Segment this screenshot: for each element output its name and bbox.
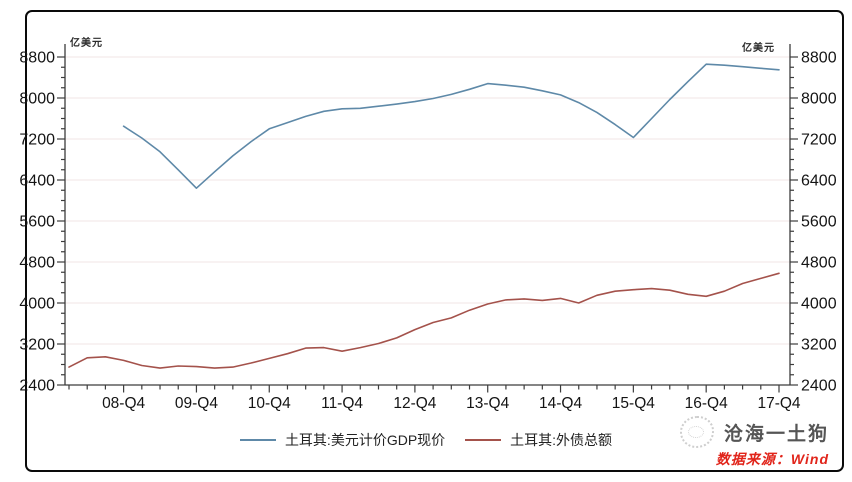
y-tick-label-right: 4000 xyxy=(801,296,837,313)
y-tick-label-left: 3200 xyxy=(19,337,55,354)
y-tick-label-left: 5600 xyxy=(19,214,55,231)
chart-legend: 土耳其:美元计价GDP现价 土耳其:外债总额 xyxy=(60,429,792,451)
y-tick-label-right: 4800 xyxy=(801,255,837,272)
x-tick-label: 12-Q4 xyxy=(393,395,436,412)
y-tick-label-right: 8000 xyxy=(801,91,837,108)
brand-name: 沧海一土狗 xyxy=(723,423,829,445)
y-tick-label-left: 8000 xyxy=(19,91,55,108)
x-tick-label: 17-Q4 xyxy=(757,395,800,412)
brand-row: 沧海一土狗 xyxy=(679,416,829,448)
y-tick-label-left: 7200 xyxy=(19,132,55,149)
legend-label-debt: 土耳其:外债总额 xyxy=(510,432,613,448)
watermark: 沧海一土狗 数据来源：Wind xyxy=(679,416,829,469)
x-tick-label: 13-Q4 xyxy=(466,395,509,412)
y-axis-unit-left: 亿美元 xyxy=(70,38,103,49)
data-source-credit: 数据来源：Wind xyxy=(715,451,829,467)
y-tick-label-right: 3200 xyxy=(801,337,837,354)
x-tick-label: 14-Q4 xyxy=(539,395,582,412)
y-tick-label-right: 7200 xyxy=(801,132,837,149)
y-tick-label-right: 5600 xyxy=(801,214,837,231)
x-tick-label: 16-Q4 xyxy=(685,395,728,412)
legend-item-debt: 土耳其:外债总额 xyxy=(465,430,612,450)
x-tick-label: 09-Q4 xyxy=(175,395,218,412)
x-tick-label: 10-Q4 xyxy=(248,395,291,412)
x-tick-label: 08-Q4 xyxy=(102,395,145,412)
y-tick-label-right: 8800 xyxy=(801,50,837,67)
y-tick-label-left: 4000 xyxy=(19,296,55,313)
debt-line-swatch-icon xyxy=(465,439,502,441)
gdp-line-swatch-icon xyxy=(239,439,276,441)
y-tick-label-left: 4800 xyxy=(19,255,55,272)
y-tick-label-left: 2400 xyxy=(19,378,55,395)
y-axis-unit-right: 亿美元 xyxy=(742,43,775,54)
legend-label-gdp: 土耳其:美元计价GDP现价 xyxy=(284,432,446,448)
brand-logo-icon xyxy=(679,416,714,448)
gdp-line-series xyxy=(122,63,780,189)
chart-frame-border xyxy=(25,10,844,472)
x-tick-label: 15-Q4 xyxy=(612,395,655,412)
y-tick-label-right: 2400 xyxy=(801,378,837,395)
x-tick-label: 11-Q4 xyxy=(321,395,363,412)
debt-line-series xyxy=(68,272,780,369)
y-tick-label-left: 6400 xyxy=(19,173,55,190)
y-tick-label-right: 6400 xyxy=(801,173,837,190)
legend-item-gdp: 土耳其:美元计价GDP现价 xyxy=(239,430,446,450)
y-tick-label-left: 8800 xyxy=(19,50,55,67)
